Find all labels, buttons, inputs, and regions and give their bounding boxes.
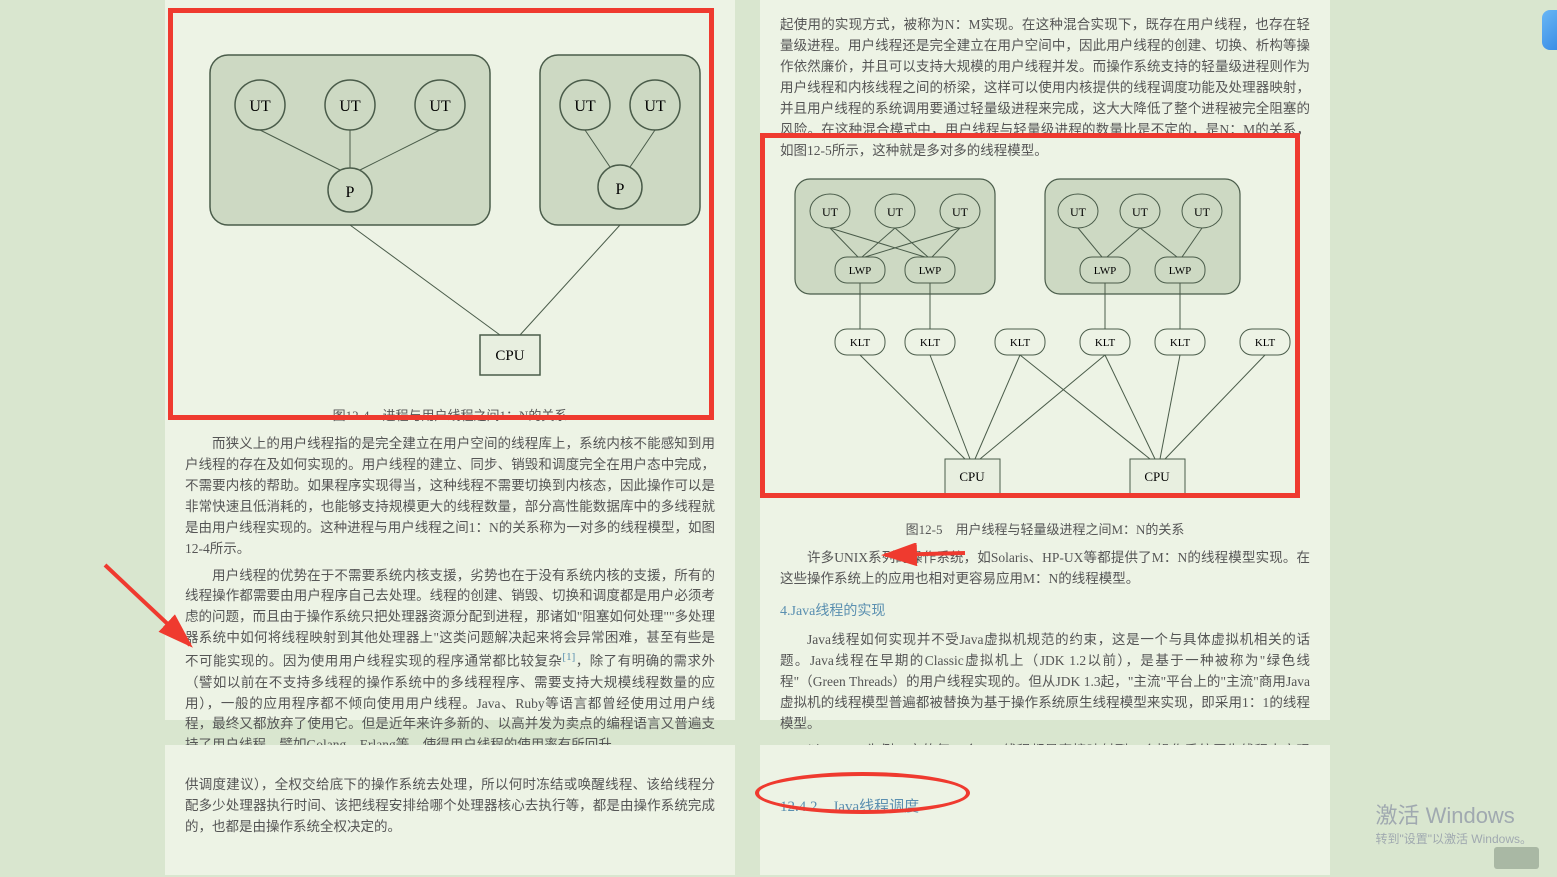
fig-12-5-caption: 图12-5 用户线程与轻量级进程之间M：N的关系 [780, 519, 1310, 538]
section-4-link[interactable]: 4.Java线程的实现 [780, 600, 1310, 620]
watermark-sub: 转到"设置"以激活 Windows。 [1375, 830, 1532, 847]
footnote-ref-1[interactable]: [1] [562, 651, 575, 663]
bottom-right-page: 12.4.2 Java线程调度 [760, 745, 1330, 875]
watermark-title: 激活 Windows [1375, 798, 1532, 830]
right-para-3: Java线程如何实现并不受Java虚拟机规范的约束，这是一个与具体虚拟机相关的话… [780, 630, 1310, 735]
left-para-1: 而狭义上的用户线程指的是完全建立在用户空间的线程库上，系统内核不能感知到用户线程… [185, 434, 715, 560]
red-box-2 [760, 133, 1300, 498]
go-top-button[interactable] [1494, 847, 1539, 869]
section-12-4-2-heading[interactable]: 12.4.2 Java线程调度 [780, 795, 1310, 816]
side-badge[interactable] [1542, 10, 1557, 50]
red-box-1 [168, 8, 714, 420]
right-para-2: 许多UNIX系列的操作系统，如Solaris、HP-UX等都提供了M：N的线程模… [780, 548, 1310, 590]
bottom-left-para: 供调度建议），全权交给底下的操作系统去处理，所以何时冻结或唤醒线程、该给线程分配… [185, 775, 715, 838]
bottom-left-page: 供调度建议），全权交给底下的操作系统去处理，所以何时冻结或唤醒线程、该给线程分配… [165, 745, 735, 875]
left-para-2: 用户线程的优势在于不需要系统内核支援，劣势也在于没有系统内核的支援，所有的线程操… [185, 566, 715, 757]
windows-activation-watermark: 激活 Windows 转到"设置"以激活 Windows。 [1375, 798, 1532, 847]
